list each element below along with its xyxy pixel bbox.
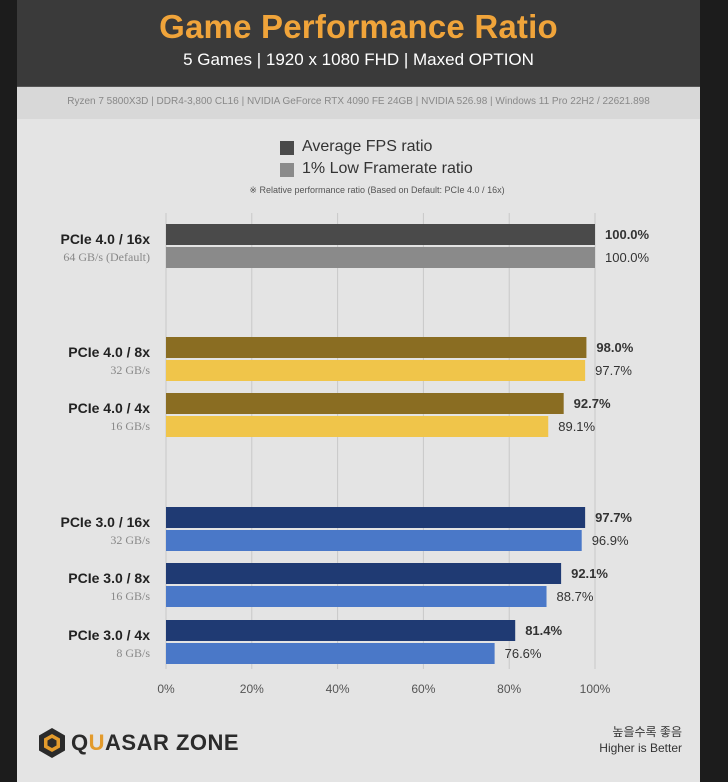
legend-label-low: 1% Low Framerate ratio (302, 160, 473, 177)
bar-avg-fps (166, 563, 562, 584)
category-sublabel: 16 GB/s (110, 589, 150, 603)
bar-low-framerate (166, 247, 595, 268)
chart-frame: Game Performance Ratio 5 Games | 1920 x … (17, 0, 700, 782)
data-label: 81.4% (525, 623, 562, 638)
bar-low-framerate (166, 643, 495, 664)
data-label: 88.7% (557, 589, 594, 604)
category-label: PCIe 3.0 / 16x (60, 514, 150, 530)
logo-text-rest: ASAR ZONE (105, 730, 240, 755)
data-label: 92.1% (571, 566, 608, 581)
logo-text-q: Q (71, 730, 89, 755)
bar-avg-fps (166, 224, 595, 245)
x-tick-label: 0% (157, 682, 175, 696)
category-label: PCIe 4.0 / 4x (68, 400, 150, 416)
system-spec: Ryzen 7 5800X3D | DDR4-3,800 CL16 | NVID… (67, 96, 650, 107)
spec-bar: Ryzen 7 5800X3D | DDR4-3,800 CL16 | NVID… (17, 86, 700, 119)
data-label: 89.1% (558, 419, 595, 434)
bar-low-framerate (166, 416, 549, 437)
note-english: Higher is Better (599, 741, 682, 755)
legend-note: ※ Relative performance ratio (Based on D… (249, 185, 505, 195)
bar-avg-fps (166, 620, 516, 641)
data-label: 98.0% (596, 340, 633, 355)
x-tick-label: 60% (411, 682, 435, 696)
x-tick-label: 100% (580, 682, 611, 696)
legend-label-avg: Average FPS ratio (302, 138, 433, 155)
logo-text: QUASAR ZONE (71, 730, 239, 756)
category-label: PCIe 4.0 / 8x (68, 344, 150, 360)
data-label: 97.7% (595, 363, 632, 378)
header: Game Performance Ratio 5 Games | 1920 x … (17, 0, 700, 83)
x-tick-label: 80% (497, 682, 521, 696)
category-label: PCIe 4.0 / 16x (60, 231, 150, 247)
legend-swatch-avg (280, 141, 294, 155)
bar-low-framerate (166, 530, 582, 551)
data-label: 97.7% (595, 510, 632, 525)
bar-low-framerate (166, 360, 586, 381)
note-korean: 높을수록 좋음 (612, 725, 682, 739)
x-tick-label: 20% (240, 682, 264, 696)
logo-text-u: U (88, 730, 106, 755)
chart-panel: Average FPS ratio 1% Low Framerate ratio… (17, 119, 700, 782)
bar-low-framerate (166, 586, 547, 607)
category-label: PCIe 3.0 / 8x (68, 570, 150, 586)
legend-swatch-low (280, 163, 294, 177)
bar-avg-fps (166, 393, 564, 414)
category-sublabel: 8 GB/s (116, 646, 150, 660)
logo-hexagon-icon (39, 728, 65, 758)
category-label: PCIe 3.0 / 4x (68, 627, 150, 643)
category-sublabel: 64 GB/s (Default) (63, 250, 150, 264)
category-sublabel: 32 GB/s (110, 363, 150, 377)
data-label: 100.0% (605, 227, 650, 242)
data-label: 96.9% (592, 533, 629, 548)
bar-chart: 0% 20% 40% 60% 80% 100% 100.0% 100.0% PCIe 4.0 /… (60, 213, 650, 696)
data-label: 76.6% (505, 646, 542, 661)
category-sublabel: 32 GB/s (110, 533, 150, 547)
data-label: 92.7% (574, 396, 611, 411)
data-label: 100.0% (605, 250, 650, 265)
higher-is-better-note: 높을수록 좋음 Higher is Better (599, 724, 682, 756)
chart-subtitle: 5 Games | 1920 x 1080 FHD | Maxed OPTION (183, 50, 534, 69)
bar-avg-fps (166, 337, 587, 358)
bar-avg-fps (166, 507, 586, 528)
category-sublabel: 16 GB/s (110, 419, 150, 433)
chart-title: Game Performance Ratio (159, 8, 558, 45)
quasarzone-logo: QUASAR ZONE (37, 727, 239, 759)
x-tick-label: 40% (326, 682, 350, 696)
